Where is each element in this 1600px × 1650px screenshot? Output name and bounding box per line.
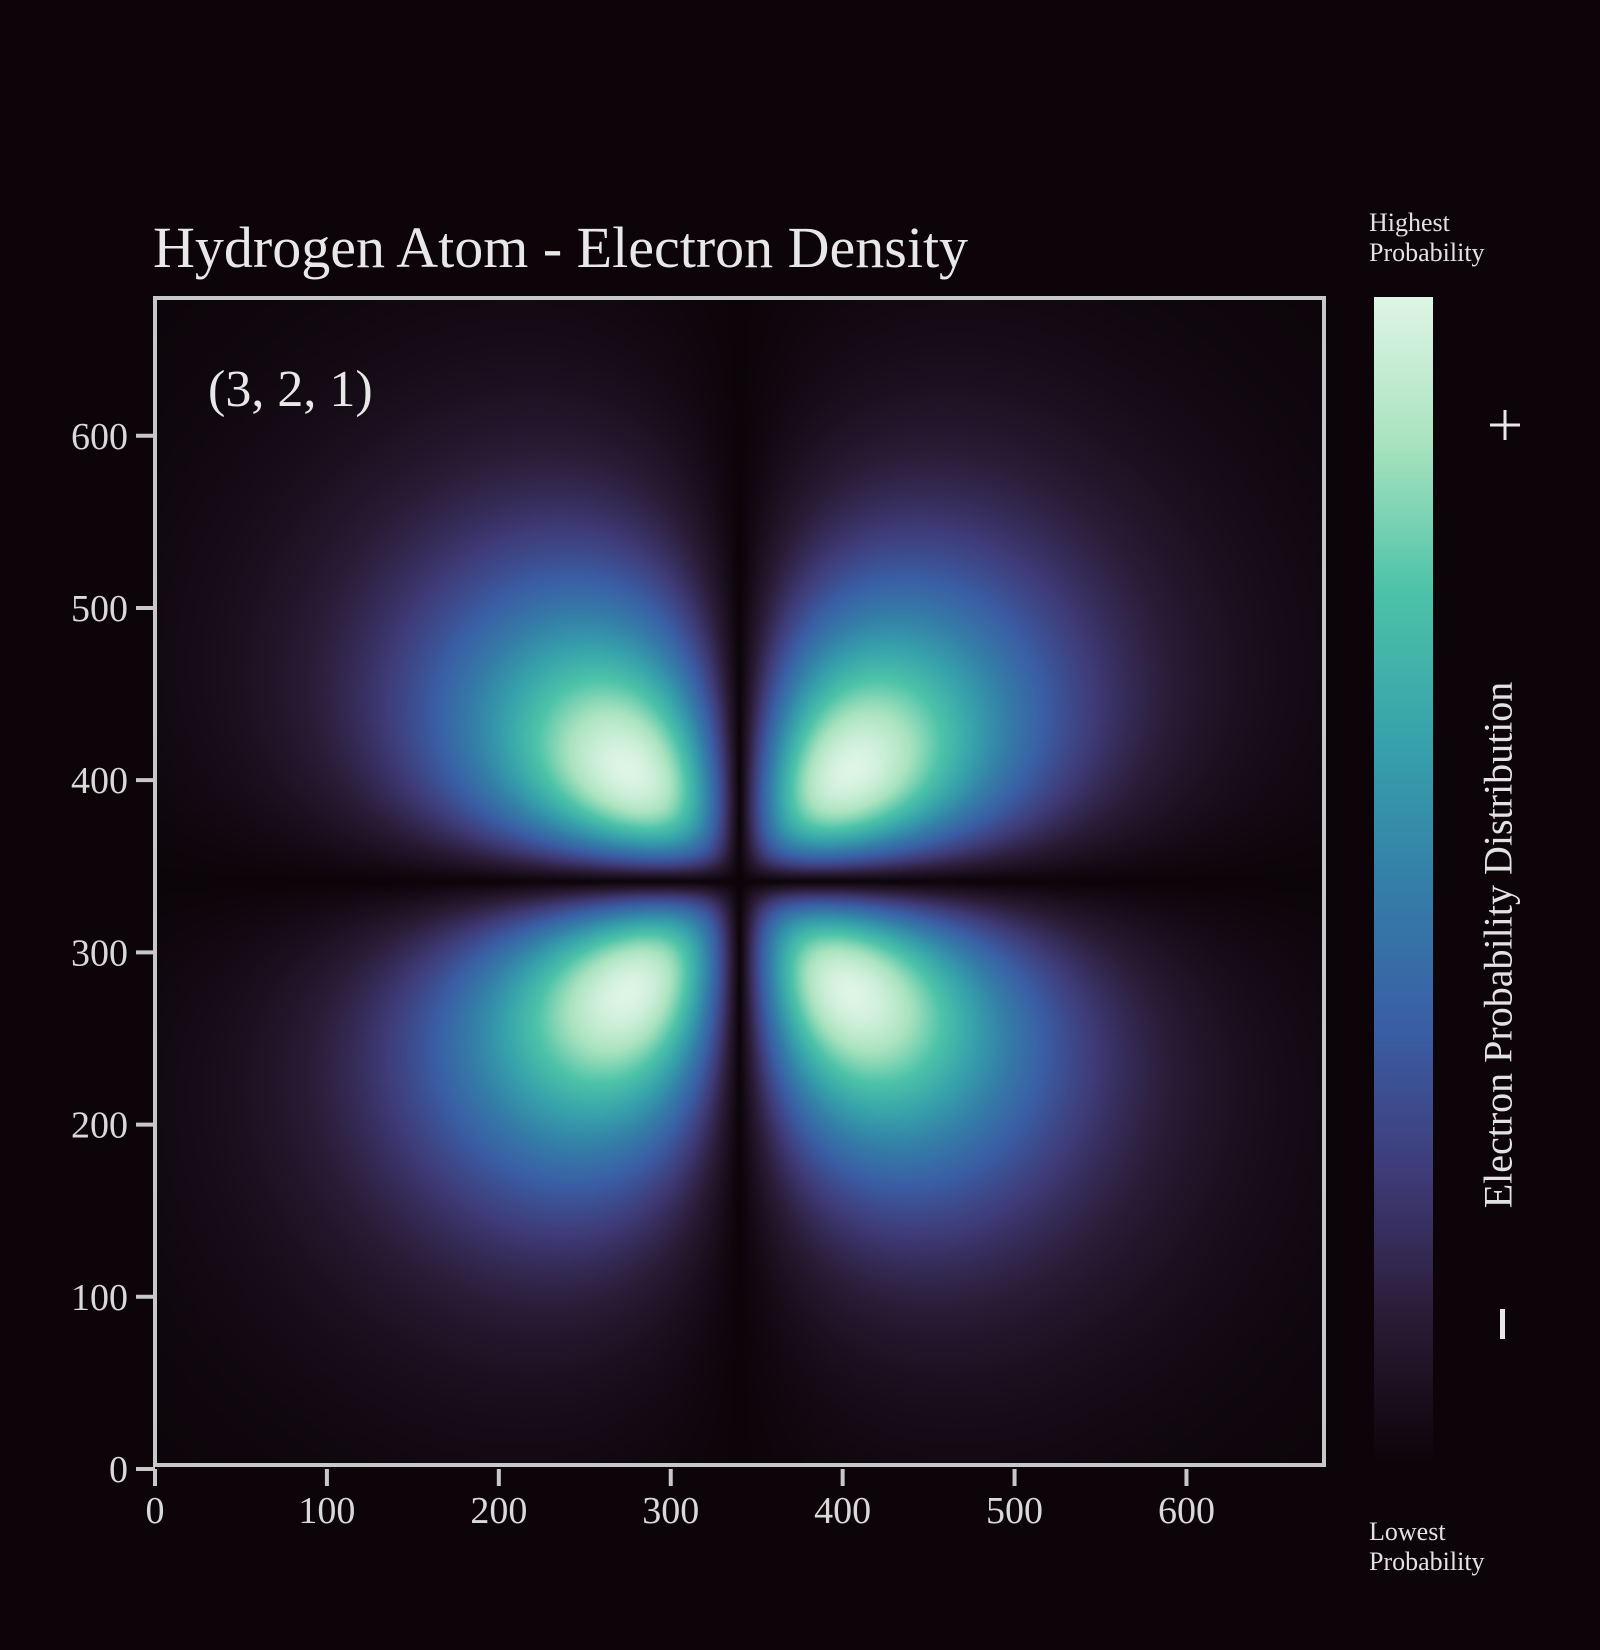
y-tick-label: 0 — [109, 1449, 128, 1491]
x-tick-label: 500 — [986, 1490, 1043, 1532]
y-tick-label: 400 — [71, 760, 128, 802]
colorbar-bottom-label: Lowest Probability — [1369, 1517, 1485, 1576]
x-tick-label: 600 — [1158, 1490, 1215, 1532]
x-tick-label: 400 — [814, 1490, 871, 1532]
colorbar — [1374, 297, 1433, 1467]
quantum-numbers-label: (3, 2, 1) — [208, 361, 373, 418]
electron-density-heatmap — [157, 300, 1322, 1463]
x-tick-label: 300 — [642, 1490, 699, 1532]
y-tick-label: 100 — [71, 1277, 128, 1319]
y-tick-label: 300 — [71, 932, 128, 974]
plus-icon — [1490, 410, 1520, 440]
x-tick-label: 0 — [146, 1490, 165, 1532]
x-tick-label: 100 — [298, 1490, 355, 1532]
y-tick-label: 500 — [71, 588, 128, 630]
chart-title: Hydrogen Atom - Electron Density — [153, 215, 969, 280]
minus-icon — [1500, 1309, 1505, 1339]
colorbar-top-label: Highest Probability — [1369, 208, 1485, 267]
y-tick-label: 600 — [71, 416, 128, 458]
x-tick-label: 200 — [470, 1490, 527, 1532]
y-tick-label: 200 — [71, 1105, 128, 1147]
